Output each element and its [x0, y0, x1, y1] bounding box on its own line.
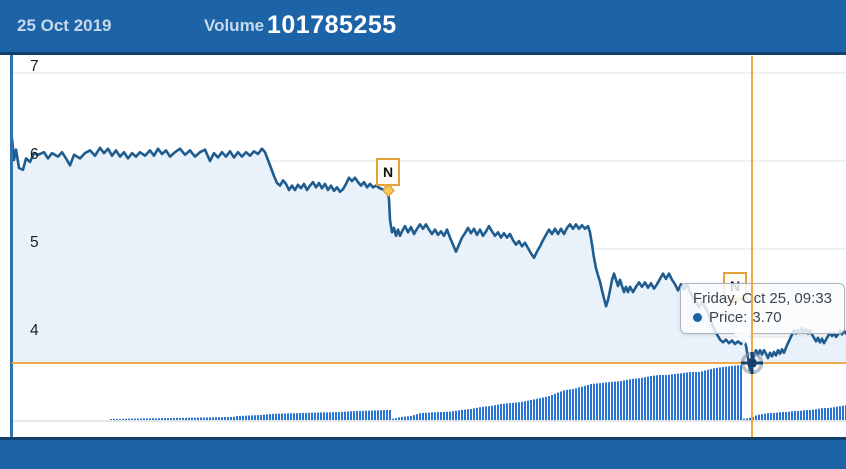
y-axis-tick-label: 6 [30, 146, 39, 163]
footer-bar [0, 437, 846, 469]
header-bar: 25 Oct 2019 Volume 101785255 [0, 0, 846, 55]
volume-bars [110, 365, 846, 421]
header-date: 25 Oct 2019 [17, 16, 112, 35]
volume-value: 101785255 [267, 11, 397, 39]
news-marker[interactable]: N [376, 157, 400, 186]
crosshair-vertical-line [751, 56, 753, 437]
crosshair-horizontal-line [12, 362, 846, 364]
y-axis-tick-label: 5 [30, 234, 39, 251]
y-axis-tick-label: 4 [30, 322, 39, 339]
y-axis-border [10, 55, 13, 437]
tooltip-series-label: Price: [709, 309, 748, 326]
tooltip-datetime: Friday, Oct 25, 09:33 [693, 290, 832, 307]
series-dot-icon [693, 313, 702, 322]
tooltip-price-value: 3.70 [752, 309, 782, 326]
price-area-fill [12, 138, 846, 371]
volume-label: Volume [204, 16, 265, 35]
crosshair-tooltip: Friday, Oct 25, 09:33 Price: 3.70 [680, 283, 845, 345]
crosshair-target-icon [740, 351, 764, 375]
y-axis-tick-label: 7 [30, 58, 39, 75]
